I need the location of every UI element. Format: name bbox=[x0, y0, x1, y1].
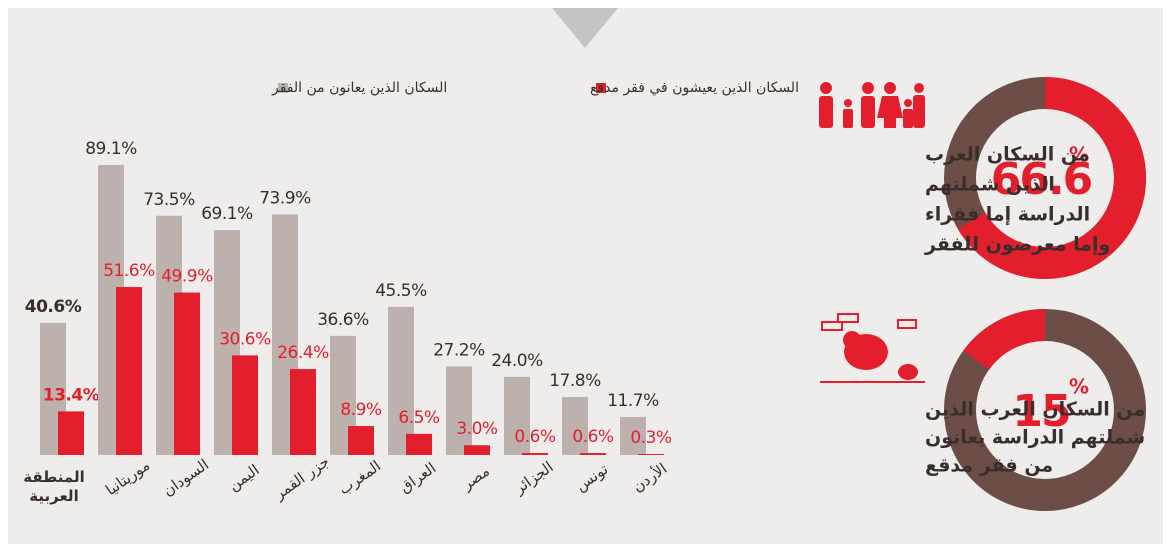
data-label: 69.1% bbox=[201, 204, 253, 224]
data-label: 13.4% bbox=[43, 385, 100, 405]
data-label: 51.6% bbox=[103, 261, 155, 281]
family-icon bbox=[819, 82, 925, 128]
data-label: 8.9% bbox=[340, 400, 382, 420]
legend-label: السكان الذين يعيشون في فقر مدقع bbox=[590, 80, 799, 96]
donut-unit: % bbox=[1069, 375, 1089, 399]
caption-line: من فقر مدقع bbox=[925, 455, 1053, 477]
donut-value: 66.6 bbox=[991, 154, 1092, 205]
bar bbox=[580, 453, 606, 455]
data-label: 49.9% bbox=[161, 267, 213, 287]
data-label: 24.0% bbox=[491, 351, 543, 371]
bar bbox=[620, 416, 646, 455]
data-label: 36.6% bbox=[317, 310, 369, 330]
pointer bbox=[552, 8, 618, 48]
data-label: 45.5% bbox=[375, 281, 427, 301]
donut-value: 15 bbox=[1012, 386, 1069, 437]
bar bbox=[232, 355, 258, 455]
bar bbox=[562, 397, 588, 455]
legend-label: السكان الذين يعانون من الفقر bbox=[271, 80, 447, 96]
data-label: 30.6% bbox=[219, 329, 271, 349]
data-label: 6.5% bbox=[398, 408, 440, 428]
legend-swatch bbox=[596, 83, 606, 93]
bar bbox=[446, 366, 472, 455]
bar bbox=[522, 453, 548, 455]
data-label: 17.8% bbox=[549, 371, 601, 391]
caption-line: من السكان العرب bbox=[925, 144, 1090, 166]
donut-arc bbox=[944, 309, 1146, 511]
data-label: 40.6% bbox=[25, 297, 82, 317]
data-label: 0.6% bbox=[572, 427, 614, 447]
data-label: 89.1% bbox=[85, 139, 137, 159]
data-label: 27.2% bbox=[433, 340, 485, 360]
bar bbox=[348, 426, 374, 455]
data-label: 11.7% bbox=[607, 391, 659, 411]
poverty-icon bbox=[820, 313, 925, 383]
data-label: 73.5% bbox=[143, 190, 195, 210]
bar bbox=[174, 292, 200, 455]
donut-unit: % bbox=[1069, 143, 1089, 167]
caption-line: وإما معرضون للفقر bbox=[924, 234, 1110, 256]
bar bbox=[638, 454, 664, 455]
donut-arc bbox=[944, 77, 1146, 279]
caption-line: الذين شملتهم bbox=[925, 174, 1055, 196]
data-label: 0.3% bbox=[630, 428, 672, 448]
bar bbox=[290, 369, 316, 455]
data-label: 26.4% bbox=[277, 343, 329, 363]
data-label: 0.6% bbox=[514, 427, 556, 447]
x-tick-label: المنطقة العربية bbox=[23, 468, 85, 505]
data-label: 73.9% bbox=[259, 188, 311, 208]
bar bbox=[504, 376, 530, 455]
caption-line: الدراسة إما فقراء bbox=[925, 204, 1090, 226]
bar bbox=[388, 306, 414, 455]
bar bbox=[116, 287, 142, 455]
caption-line: شملتهم الدراسة يعانون bbox=[925, 427, 1145, 449]
bar bbox=[406, 433, 432, 455]
bar bbox=[464, 445, 490, 455]
data-label: 3.0% bbox=[456, 419, 498, 439]
legend-swatch bbox=[278, 83, 288, 93]
caption-line: من السكان العرب الذين bbox=[925, 399, 1145, 421]
bar bbox=[58, 411, 84, 455]
